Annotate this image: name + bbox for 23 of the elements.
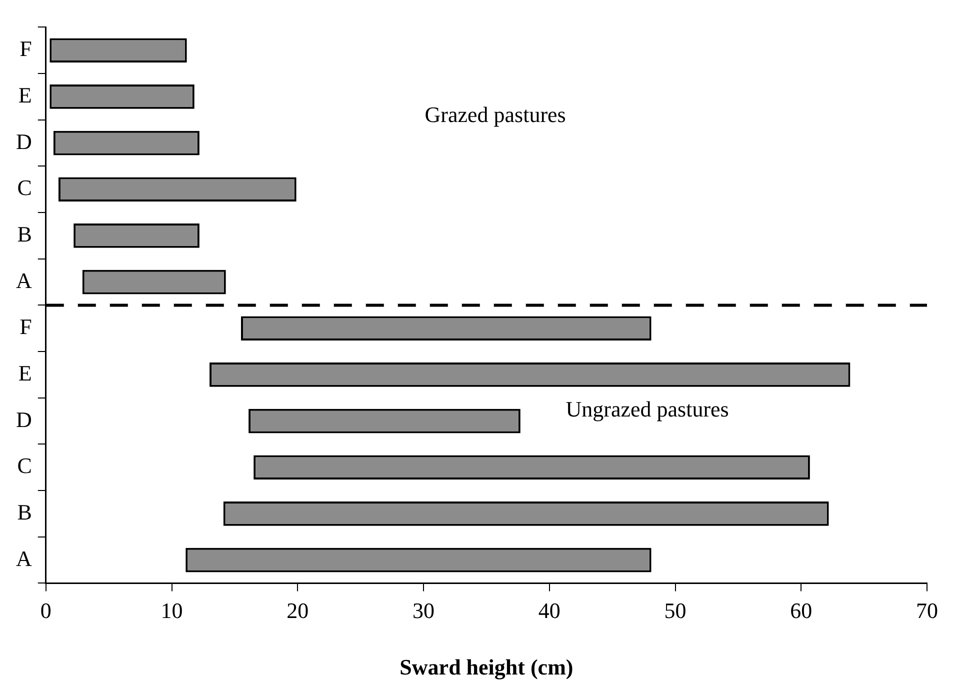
x-tick-label: 60 (790, 598, 812, 624)
x-tick-label: 70 (916, 598, 938, 624)
y-tick-label: B (17, 221, 32, 246)
x-tick-label: 40 (538, 598, 560, 624)
y-tick-label: E (18, 360, 32, 386)
annotation: Grazed pastures (424, 102, 566, 127)
x-tick-label: 30 (412, 598, 435, 624)
y-tick-label: A (16, 546, 32, 571)
y-tick-label: A (16, 268, 32, 293)
y-tick-label: C (17, 175, 32, 200)
x-tick-label: 0 (40, 598, 52, 624)
x-tick-label: 10 (160, 598, 183, 624)
annotation: Ungrazed pastures (566, 396, 729, 422)
x-tick-label: 50 (664, 598, 686, 624)
y-tick-label: B (17, 499, 32, 524)
y-tick-label: D (16, 406, 32, 432)
x-tick-label: 20 (286, 598, 309, 624)
y-tick-label: F (20, 314, 32, 340)
x-axis-title: Sward height (cm) (400, 654, 574, 680)
y-tick-label: C (17, 453, 32, 478)
y-tick-label: F (20, 36, 32, 62)
y-tick-label: E (18, 82, 32, 108)
y-tick-label: D (16, 128, 32, 154)
